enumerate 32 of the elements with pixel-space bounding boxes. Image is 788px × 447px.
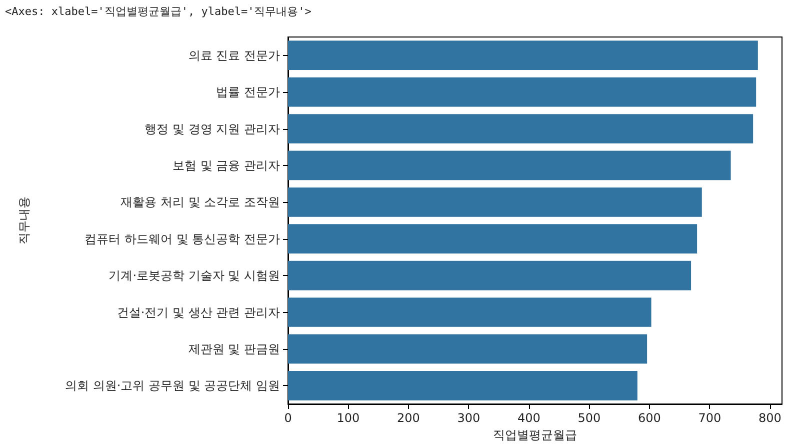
bar: [288, 40, 758, 70]
y-tick-label: 제관원 및 판금원: [188, 342, 280, 356]
y-axis-title: 직무내용: [17, 196, 31, 244]
x-axis-title: 직업별평균월급: [493, 428, 577, 442]
bar: [288, 114, 754, 144]
x-tick-label: 100: [336, 411, 360, 425]
x-tick-label: 500: [578, 411, 601, 425]
y-tick-label: 의회 의원·고위 공무원 및 공공단체 임원: [65, 378, 280, 393]
x-tick-label: 700: [698, 411, 722, 425]
bar: [288, 150, 731, 180]
x-tick-label: 600: [638, 411, 661, 425]
x-tick-label: 400: [518, 411, 540, 425]
x-tick-label: 300: [457, 411, 480, 425]
bar: [288, 260, 692, 290]
y-tick-label: 의료 진료 전문가: [188, 48, 280, 62]
bar: [288, 187, 702, 217]
bar: [288, 224, 698, 254]
y-tick-label: 재활용 처리 및 소각로 조작원: [120, 195, 280, 210]
y-tick-label: 컴퓨터 하드웨어 및 통신공학 전문가: [84, 232, 280, 246]
bar: [288, 298, 652, 327]
text: <Axes: xlabel='직업별평균월급', ylabel='직무내용'>: [5, 5, 312, 18]
y-tick-label: 건설·전기 및 생산 관련 관리자: [116, 305, 280, 320]
bar: [288, 77, 756, 107]
y-tick-label: 기계·로봇공학 기술자 및 시험원: [108, 268, 280, 283]
x-tick-label: 800: [758, 411, 782, 425]
bar: [288, 370, 638, 400]
y-tick-label: 보험 및 금융 관리자: [172, 158, 280, 172]
x-tick-label: 0: [284, 411, 292, 425]
y-tick-label: 행정 및 경영 지원 관리자: [144, 122, 280, 136]
x-tick-label: 200: [397, 411, 420, 425]
y-tick-label: 법률 전문가: [216, 85, 280, 100]
bar: [288, 334, 648, 364]
